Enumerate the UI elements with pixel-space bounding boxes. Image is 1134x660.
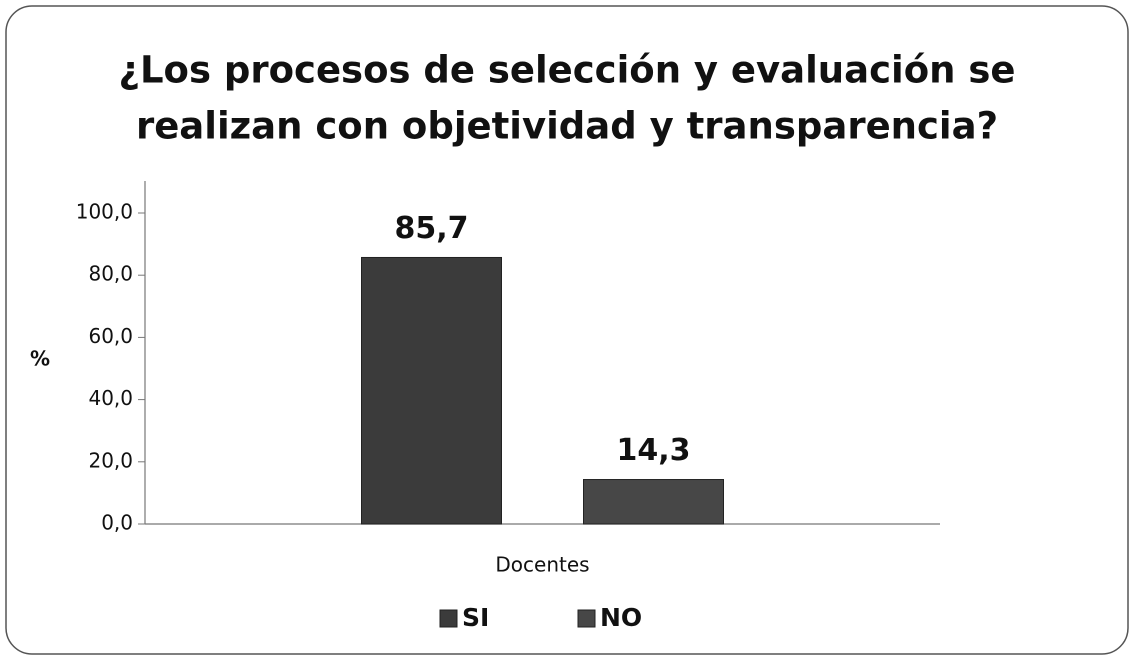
legend-swatch <box>439 609 458 628</box>
value-label: 14,3 <box>616 433 690 468</box>
y-tick-label: 100,0 <box>76 200 133 224</box>
y-tick-label: 20,0 <box>88 448 133 472</box>
y-tick-label: 60,0 <box>88 324 133 348</box>
bar <box>583 479 724 525</box>
y-tick-label: 0,0 <box>101 511 133 535</box>
y-tick-label: 80,0 <box>88 262 133 286</box>
legend-label: NO <box>600 603 642 632</box>
value-label: 85,7 <box>394 211 468 246</box>
chart-title: realizan con objetividad y transparencia… <box>136 105 998 148</box>
chart-frame <box>5 5 1129 655</box>
y-tick-label: 40,0 <box>88 386 133 410</box>
bar <box>361 256 502 525</box>
y-axis-label: % <box>30 347 50 371</box>
chart-title: ¿Los procesos de selección y evaluación … <box>119 49 1016 92</box>
legend-label: SI <box>462 603 489 632</box>
x-tick-label: Docentes <box>495 553 589 577</box>
legend-swatch <box>577 609 596 628</box>
